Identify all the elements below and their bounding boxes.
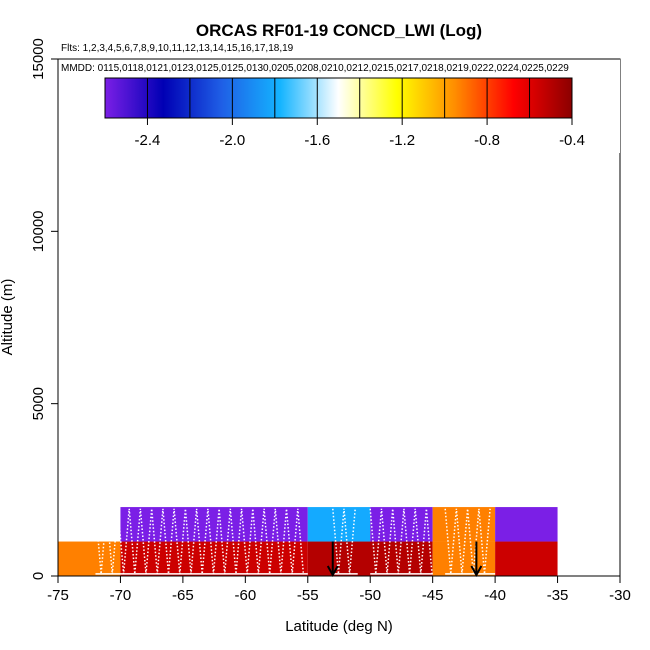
y-tick-label: 0 (30, 572, 47, 580)
x-tick-label: -65 (172, 587, 194, 604)
colorbar (104, 77, 573, 119)
x-tick-label: -45 (422, 587, 444, 604)
heatmap-cell-6 (307, 507, 371, 542)
heatmap-cell-0 (58, 541, 121, 576)
colorbar-tick-label: -0.8 (474, 132, 500, 149)
mmdd-label: MMDD: 0115,0118,0121,0123,0125,0125,0130… (61, 63, 569, 74)
colorbar-tick-label: -1.2 (389, 132, 415, 149)
heatmap-cell-2 (307, 541, 433, 576)
colorbar-tick-labels: -2.4 -2.0 -1.6 -1.2 -0.8 -0.4 (135, 118, 585, 149)
flight-track (94, 508, 496, 575)
heatmap-cell-5 (120, 507, 308, 542)
x-axis-title: Latitude (deg N) (285, 618, 393, 635)
colorbar-panel: MMDD: 0115,0118,0121,0123,0125,0125,0130… (57, 58, 620, 153)
x-tick-label: -75 (47, 587, 69, 604)
heatmap-cells (58, 507, 558, 576)
colorbar-tick-lines (104, 78, 531, 118)
colorbar-tick-label: -1.6 (304, 132, 330, 149)
heatmap-cell-9 (495, 507, 558, 542)
y-tick-label: 10000 (30, 210, 47, 252)
flight-track-segment-1 (332, 508, 356, 574)
chart-title: ORCAS RF01-19 CONCD_LWI (Log) (196, 21, 482, 40)
arrow-marker-1 (470, 541, 483, 578)
arrow-markers (326, 541, 483, 578)
x-axis: -75 -70 -65 -60 -55 -50 -45 -40 -35 -30 (47, 575, 631, 604)
y-tick-label: 5000 (30, 387, 47, 420)
flight-track-segment-0 (94, 508, 305, 574)
arrow-marker-0 (326, 541, 339, 578)
flights-subtitle: Flts: 1,2,3,4,5,6,7,8,9,10,11,12,13,14,1… (61, 43, 294, 54)
flight-track-segment-2 (369, 508, 433, 574)
x-tick-label: -35 (547, 587, 569, 604)
y-axis: 0 5000 10000 15000 (30, 38, 59, 580)
colorbar-tick-label: -2.4 (135, 132, 161, 149)
colorbar-tick-label: -0.4 (559, 132, 585, 149)
colorbar-tick-label: -2.0 (219, 132, 245, 149)
x-tick-label: -50 (359, 587, 381, 604)
x-tick-label: -40 (484, 587, 506, 604)
x-tick-label: -30 (609, 587, 631, 604)
heatmap-cell-4 (495, 541, 558, 576)
y-axis-title: Altitude (m) (0, 279, 16, 356)
x-tick-label: -60 (234, 587, 256, 604)
x-tick-label: -70 (110, 587, 132, 604)
x-tick-label: -55 (297, 587, 319, 604)
y-tick-label: 15000 (30, 38, 47, 80)
heatmap-cell-8 (432, 507, 496, 542)
